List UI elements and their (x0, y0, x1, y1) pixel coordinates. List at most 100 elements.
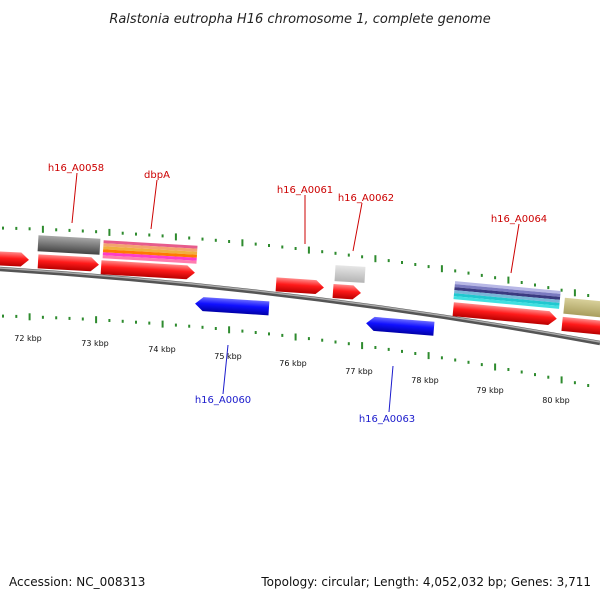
minor-tick (467, 271, 470, 275)
minor-tick (241, 329, 244, 333)
minor-tick (294, 247, 297, 250)
chromosome-backbone (0, 266, 600, 346)
minor-tick (15, 226, 18, 230)
minor-tick (268, 244, 270, 247)
minor-tick (254, 331, 257, 334)
minor-tick (108, 319, 111, 322)
minor-tick (228, 240, 231, 243)
major-tick (174, 233, 177, 241)
minor-tick (15, 314, 18, 318)
feature-block-khaki (563, 297, 600, 319)
minor-tick (201, 237, 204, 241)
minor-tick (454, 269, 457, 273)
minor-tick (334, 251, 337, 255)
minor-tick (587, 294, 590, 297)
feature-block-dbpA (102, 240, 198, 264)
scale-label: 76 kbp (279, 359, 307, 368)
minor-tick (55, 228, 58, 232)
minor-tick (148, 233, 151, 237)
minor-tick (281, 333, 284, 337)
minor-tick (2, 314, 4, 318)
minor-tick (520, 281, 523, 284)
gene-label-h16-A0063: h16_A0063 (359, 414, 415, 425)
gene-label-dbpA: dbpA (144, 170, 170, 181)
minor-tick (401, 261, 403, 264)
minor-tick (573, 381, 576, 385)
gene-label-h16-A0062: h16_A0062 (338, 193, 394, 204)
minor-tick (148, 321, 151, 325)
label-leader-lines (71, 172, 520, 413)
scale-label: 73 kbp (81, 339, 109, 348)
minor-tick (81, 317, 84, 321)
minor-tick (41, 315, 44, 319)
chromosome-backbone-highlight (0, 267, 600, 343)
minor-tick (534, 373, 536, 377)
minor-tick (480, 363, 483, 367)
major-tick (307, 246, 310, 254)
major-tick (573, 289, 576, 297)
minor-tick (387, 347, 390, 351)
major-tick (28, 313, 31, 321)
genome-summary-text: Topology: circular; Length: 4,052,032 bp… (260, 575, 591, 589)
major-tick (361, 342, 364, 350)
gene-h16-A0064 (452, 302, 557, 326)
minor-tick (361, 255, 364, 259)
major-tick (427, 352, 430, 360)
outer-tick-row (2, 225, 590, 297)
accession-text: Accession: NC_008313 (9, 575, 145, 589)
minor-tick (2, 226, 4, 230)
minor-tick (321, 250, 324, 254)
minor-tick (121, 231, 124, 235)
gene-h16-A0058 (37, 254, 99, 272)
minor-tick (254, 242, 257, 246)
minor-tick (188, 236, 191, 240)
minor-tick (587, 384, 590, 387)
major-tick (95, 316, 98, 324)
gene-label-h16-A0060: h16_A0060 (195, 395, 251, 406)
scale-label: 77 kbp (345, 367, 373, 376)
minor-tick (214, 238, 217, 242)
gene-dbpA (100, 260, 195, 280)
major-tick (161, 320, 164, 328)
minor-tick (480, 273, 483, 277)
scale-label: 72 kbp (14, 334, 42, 343)
scale-label: 80 kbp (542, 396, 570, 405)
minor-tick (547, 375, 550, 379)
minor-tick (81, 229, 84, 233)
feature-block-striped (453, 281, 561, 309)
major-tick (440, 265, 443, 273)
minor-tick (281, 245, 284, 249)
minor-tick (467, 360, 470, 364)
minor-tick (135, 232, 137, 236)
major-tick (494, 363, 497, 371)
minor-tick (268, 332, 270, 336)
gene-label-h16-A0058: h16_A0058 (48, 163, 104, 174)
major-tick (560, 376, 563, 384)
minor-tick (55, 316, 58, 320)
gene-h16-A0060 (195, 297, 270, 316)
minor-tick (547, 286, 550, 290)
gene-forward-right-edge (561, 316, 600, 336)
minor-tick (374, 346, 377, 349)
minor-tick (135, 320, 137, 324)
minor-tick (28, 227, 31, 231)
minor-tick (414, 352, 417, 355)
minor-tick (95, 230, 98, 234)
gene-label-h16-A0061: h16_A0061 (277, 185, 333, 196)
major-tick (374, 255, 377, 263)
map-title: Ralstonia eutropha H16 chromosome 1, com… (109, 12, 490, 27)
minor-tick (347, 342, 350, 346)
minor-tick (201, 325, 204, 329)
minor-tick (560, 288, 563, 292)
scale-label: 78 kbp (411, 376, 439, 385)
minor-tick (321, 338, 324, 342)
gene-h16-A0062 (332, 284, 361, 300)
minor-tick (414, 263, 417, 266)
minor-tick (121, 319, 124, 323)
major-tick (294, 333, 297, 341)
minor-tick (161, 234, 164, 238)
minor-tick (334, 340, 337, 344)
minor-tick (307, 337, 310, 341)
inner-tick-row (2, 313, 590, 387)
